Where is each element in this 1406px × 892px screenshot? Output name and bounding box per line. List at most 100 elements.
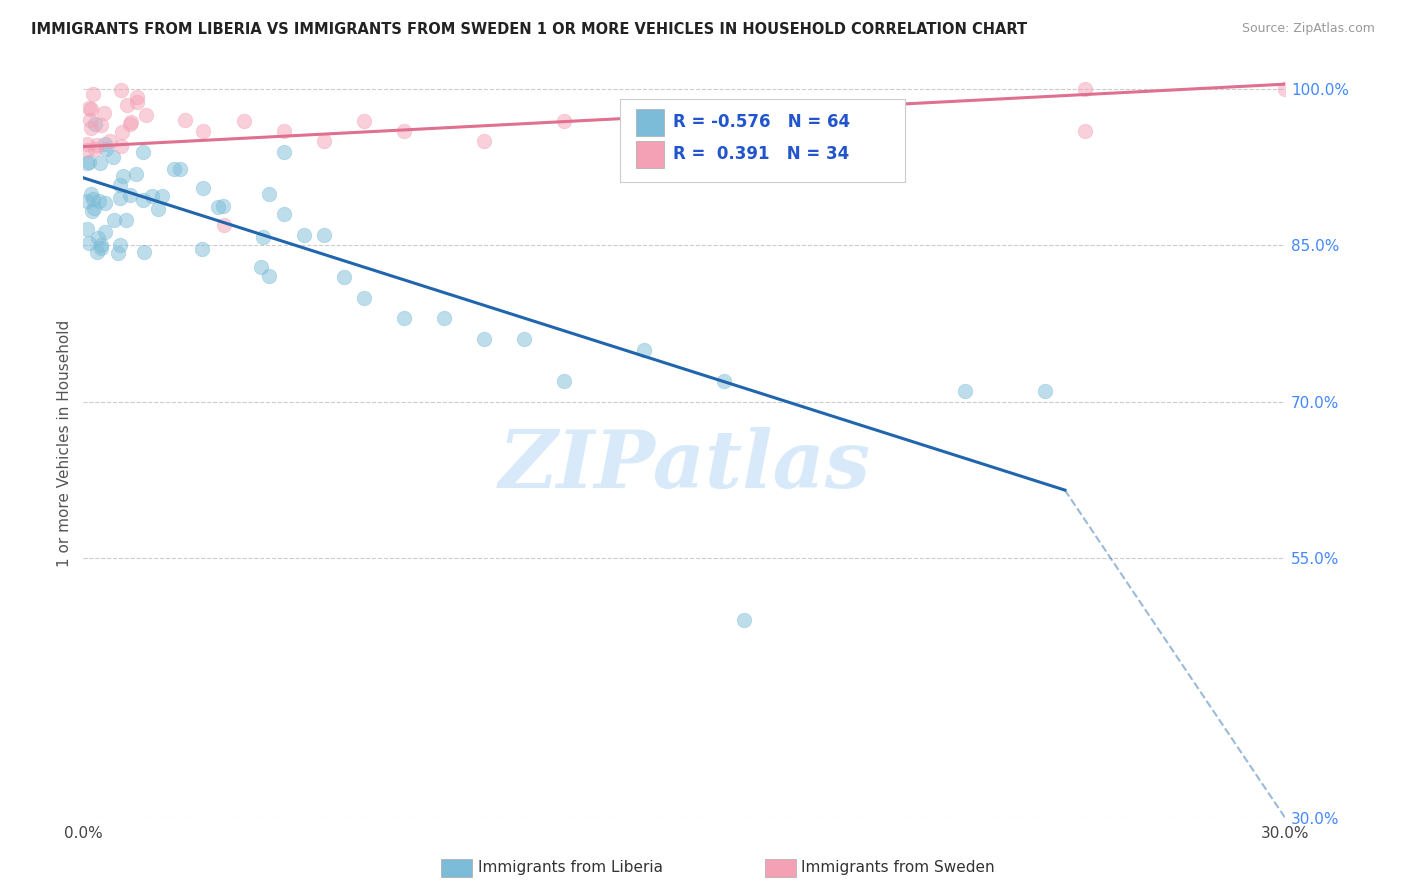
Point xyxy=(332,269,354,284)
Point xyxy=(193,181,215,195)
Point xyxy=(312,228,335,243)
Point xyxy=(115,98,138,112)
Point xyxy=(169,162,191,177)
Point xyxy=(98,134,121,148)
Point xyxy=(94,196,117,211)
Point xyxy=(125,167,148,181)
Point xyxy=(77,154,100,169)
Point xyxy=(212,218,235,232)
Point xyxy=(120,114,142,128)
Point xyxy=(127,90,149,104)
Point xyxy=(94,137,117,152)
Point xyxy=(250,260,273,274)
Point xyxy=(132,145,155,160)
Point xyxy=(513,332,536,346)
Point xyxy=(292,228,315,243)
Point xyxy=(135,108,157,122)
Point xyxy=(433,311,456,326)
Point xyxy=(163,161,186,176)
Point xyxy=(1274,82,1296,96)
Point xyxy=(76,194,98,209)
Point xyxy=(273,207,295,221)
Point xyxy=(94,142,117,156)
Point xyxy=(120,118,142,132)
Point xyxy=(110,178,132,193)
Point xyxy=(353,291,375,305)
Text: Immigrants from Liberia: Immigrants from Liberia xyxy=(478,861,664,875)
Point xyxy=(76,222,98,236)
Text: R = -0.576   N = 64: R = -0.576 N = 64 xyxy=(673,113,851,131)
Point xyxy=(115,212,138,227)
Point xyxy=(93,106,115,120)
Point xyxy=(103,212,125,227)
Point xyxy=(79,101,101,115)
Point xyxy=(553,374,575,388)
Point xyxy=(193,124,215,138)
Point xyxy=(259,269,281,284)
Point xyxy=(79,113,101,128)
Point xyxy=(1033,384,1056,399)
Point xyxy=(146,202,169,217)
Point xyxy=(211,199,233,213)
Point xyxy=(152,188,174,202)
Point xyxy=(107,245,129,260)
Point xyxy=(108,238,131,252)
Point xyxy=(472,135,495,149)
Point xyxy=(83,142,105,156)
Point xyxy=(90,238,112,252)
Point xyxy=(633,343,655,357)
Point xyxy=(76,156,98,170)
Point xyxy=(191,243,214,257)
Point xyxy=(90,118,112,132)
Point xyxy=(353,113,375,128)
Point xyxy=(120,187,142,202)
Point xyxy=(83,117,105,131)
Point xyxy=(125,95,148,109)
Point xyxy=(132,244,155,259)
Point xyxy=(173,112,195,127)
Point xyxy=(111,125,134,139)
Point xyxy=(141,189,163,203)
Point xyxy=(1074,82,1097,96)
Point xyxy=(553,113,575,128)
Point xyxy=(472,332,495,346)
Point xyxy=(82,192,104,206)
Point xyxy=(110,138,132,153)
Point xyxy=(86,244,108,259)
Point xyxy=(132,193,155,207)
Point xyxy=(733,613,755,627)
Point xyxy=(80,120,103,135)
Point xyxy=(76,143,98,157)
Point xyxy=(79,186,101,201)
Point xyxy=(87,231,110,245)
Point xyxy=(77,235,100,250)
Point xyxy=(1074,124,1097,138)
Text: Source: ZipAtlas.com: Source: ZipAtlas.com xyxy=(1241,22,1375,36)
Point xyxy=(103,151,125,165)
Point xyxy=(83,202,105,216)
Text: IMMIGRANTS FROM LIBERIA VS IMMIGRANTS FROM SWEDEN 1 OR MORE VEHICLES IN HOUSEHOL: IMMIGRANTS FROM LIBERIA VS IMMIGRANTS FR… xyxy=(31,22,1026,37)
Text: Immigrants from Sweden: Immigrants from Sweden xyxy=(801,861,995,875)
Point xyxy=(82,87,104,102)
Point xyxy=(94,225,117,239)
Point xyxy=(312,135,335,149)
Point xyxy=(953,384,976,399)
Point xyxy=(90,241,112,255)
Point xyxy=(257,187,280,202)
Point xyxy=(110,83,132,97)
Point xyxy=(713,374,735,388)
Point xyxy=(232,113,254,128)
Y-axis label: 1 or more Vehicles in Household: 1 or more Vehicles in Household xyxy=(58,319,72,567)
Point xyxy=(392,311,415,326)
Point xyxy=(392,124,415,138)
Point xyxy=(80,103,103,117)
Point xyxy=(80,204,103,219)
Point xyxy=(273,124,295,138)
Point xyxy=(89,156,111,170)
Text: R =  0.391   N = 34: R = 0.391 N = 34 xyxy=(673,145,849,163)
Point xyxy=(86,137,108,152)
Point xyxy=(111,169,134,183)
Point xyxy=(273,145,295,159)
Point xyxy=(76,136,98,151)
Point xyxy=(207,200,229,214)
